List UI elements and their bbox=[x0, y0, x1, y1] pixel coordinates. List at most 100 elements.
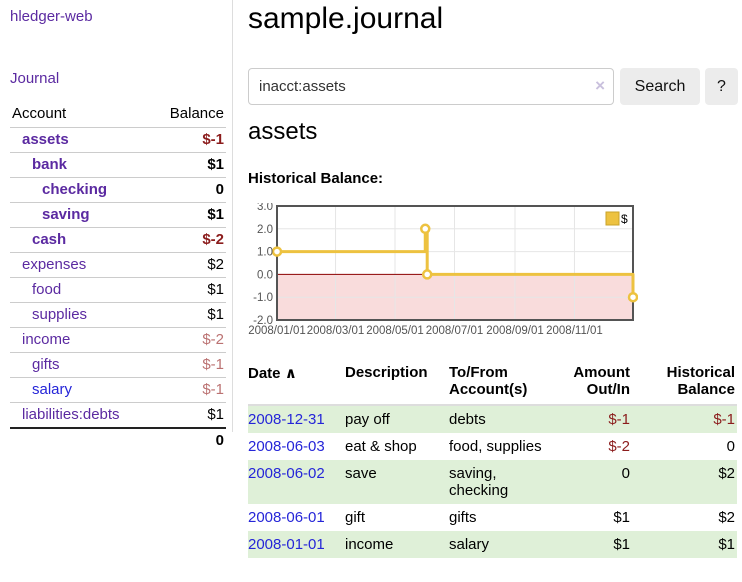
y-tick-label: 3.0 bbox=[257, 203, 273, 213]
account-row: bank $1 bbox=[10, 152, 226, 178]
account-link-bank[interactable]: bank bbox=[32, 156, 68, 173]
column-header-date[interactable]: Date ∧ bbox=[248, 360, 345, 406]
search-bar: × Search ? bbox=[248, 68, 742, 105]
historical-balance-chart: $3.0 2.0 1.0 0.0 -1.0 -2.0 2008/01/01 2008/03/0… bbox=[248, 201, 639, 343]
main-content: sample.journal × Search ? assets Histori… bbox=[248, 0, 742, 582]
transaction-amount: $-2 bbox=[608, 438, 630, 455]
transaction-date-link[interactable]: 2008-01-01 bbox=[248, 536, 325, 553]
account-row: assets $-1 bbox=[10, 127, 226, 153]
column-header-amount: Amount Out/In bbox=[554, 360, 632, 406]
account-heading: assets bbox=[248, 118, 318, 145]
transaction-date-link[interactable]: 2008-06-03 bbox=[248, 438, 325, 455]
sidebar-item-journal[interactable]: Journal bbox=[10, 70, 60, 87]
sidebar: hledger-web Journal Account Balance asse… bbox=[0, 0, 232, 582]
account-row: supplies $1 bbox=[10, 302, 226, 328]
account-balance: $1 bbox=[207, 281, 224, 298]
transaction-balance: $1 bbox=[718, 536, 735, 553]
account-link-supplies[interactable]: supplies bbox=[32, 306, 88, 323]
y-tick-label: 0.0 bbox=[257, 269, 273, 281]
help-button[interactable]: ? bbox=[705, 68, 738, 105]
account-link-gifts[interactable]: gifts bbox=[32, 356, 60, 373]
account-link-salary[interactable]: salary bbox=[32, 381, 73, 398]
y-tick-label: -1.0 bbox=[253, 292, 273, 304]
accounts-total-row: 0 bbox=[10, 428, 226, 453]
transaction-amount: $-1 bbox=[608, 411, 630, 428]
account-balance: $1 bbox=[207, 306, 224, 323]
transaction-balance: $2 bbox=[718, 465, 735, 482]
account-row: saving $1 bbox=[10, 202, 226, 228]
legend-label: $ bbox=[621, 212, 628, 226]
x-tick-label: 2008/05/01 bbox=[366, 325, 424, 337]
account-row: income $-2 bbox=[10, 327, 226, 353]
sort-ascending-icon: ∧ bbox=[284, 365, 297, 382]
account-link-expenses[interactable]: expenses bbox=[22, 256, 87, 273]
account-link-liabilities-debts[interactable]: liabilities:debts bbox=[22, 406, 120, 423]
transaction-date-link[interactable]: 2008-06-01 bbox=[248, 509, 325, 526]
transactions-header-row: Date ∧ Description To/From Account(s) Am… bbox=[248, 360, 737, 406]
transaction-date-link[interactable]: 2008-12-31 bbox=[248, 411, 325, 428]
data-point-marker bbox=[420, 223, 431, 235]
account-balance: $2 bbox=[207, 256, 224, 273]
transaction-description: save bbox=[345, 465, 377, 482]
transactions-table: Date ∧ Description To/From Account(s) Am… bbox=[248, 360, 737, 558]
accounts-total-value: 0 bbox=[215, 432, 224, 449]
account-balance: $-2 bbox=[202, 231, 224, 248]
transaction-row: 2008-01-01 income salary $1 $1 bbox=[248, 531, 737, 558]
transaction-balance: 0 bbox=[726, 438, 735, 455]
x-tick-label: 2008/11/01 bbox=[546, 325, 603, 337]
chart-title: Historical Balance: bbox=[248, 170, 384, 187]
account-balance: $-2 bbox=[202, 331, 224, 348]
account-row: food $1 bbox=[10, 277, 226, 303]
transaction-row: 2008-06-01 gift gifts $1 $2 bbox=[248, 504, 737, 531]
account-row: expenses $2 bbox=[10, 252, 226, 278]
x-tick-label: 2008/03/01 bbox=[307, 325, 365, 337]
transaction-accounts: food, supplies bbox=[449, 438, 542, 455]
data-point-marker bbox=[421, 269, 433, 280]
y-tick-label: -2.0 bbox=[253, 315, 273, 327]
transaction-balance: $2 bbox=[718, 509, 735, 526]
account-link-checking[interactable]: checking bbox=[42, 181, 108, 198]
data-point-marker bbox=[627, 291, 639, 303]
page-title: sample.journal bbox=[248, 2, 444, 35]
legend-swatch-icon bbox=[605, 211, 620, 226]
transaction-accounts: gifts bbox=[449, 509, 477, 526]
transaction-description: gift bbox=[345, 509, 366, 526]
account-row: gifts $-1 bbox=[10, 352, 226, 378]
transaction-description: eat & shop bbox=[345, 438, 417, 455]
data-point-marker bbox=[271, 246, 283, 257]
account-row: salary $-1 bbox=[10, 377, 226, 403]
transaction-accounts: debts bbox=[449, 411, 486, 428]
column-header-balance: Historical Balance bbox=[632, 360, 737, 406]
y-tick-label: 2.0 bbox=[257, 224, 273, 236]
transaction-row: 2008-06-03 eat & shop food, supplies $-2… bbox=[248, 433, 737, 460]
account-link-saving[interactable]: saving bbox=[42, 206, 90, 223]
account-link-assets[interactable]: assets bbox=[22, 131, 69, 148]
account-link-cash[interactable]: cash bbox=[32, 231, 67, 248]
transaction-balance: $-1 bbox=[713, 411, 735, 428]
accounts-table-header: Account Balance bbox=[10, 101, 226, 128]
column-header-description: Description bbox=[345, 360, 449, 406]
search-input[interactable] bbox=[248, 68, 614, 105]
account-link-income[interactable]: income bbox=[22, 331, 71, 348]
account-balance: $-1 bbox=[202, 131, 224, 148]
search-button[interactable]: Search bbox=[620, 68, 700, 105]
plot-border bbox=[276, 205, 634, 321]
transaction-description: income bbox=[345, 536, 394, 553]
account-link-food[interactable]: food bbox=[32, 281, 62, 298]
account-balance: $1 bbox=[207, 206, 224, 223]
app-brand-link[interactable]: hledger-web bbox=[10, 8, 93, 25]
accounts-header-balance: Balance bbox=[169, 105, 224, 122]
account-row: cash $-2 bbox=[10, 227, 226, 253]
transaction-date-link[interactable]: 2008-06-02 bbox=[248, 465, 325, 482]
clear-search-icon[interactable]: × bbox=[595, 76, 605, 95]
transaction-accounts: salary bbox=[449, 536, 490, 553]
transaction-amount: $1 bbox=[613, 509, 630, 526]
account-balance: 0 bbox=[215, 181, 224, 198]
x-tick-label: 2008/01/01 bbox=[248, 325, 306, 337]
transaction-description: pay off bbox=[345, 411, 390, 428]
column-header-accounts: To/From Account(s) bbox=[449, 360, 554, 406]
transaction-accounts: saving, checking bbox=[449, 465, 509, 499]
transaction-row: 2008-06-02 save saving, checking 0 $2 bbox=[248, 460, 737, 504]
sidebar-divider bbox=[232, 0, 233, 432]
date-header-label: Date bbox=[248, 365, 281, 382]
